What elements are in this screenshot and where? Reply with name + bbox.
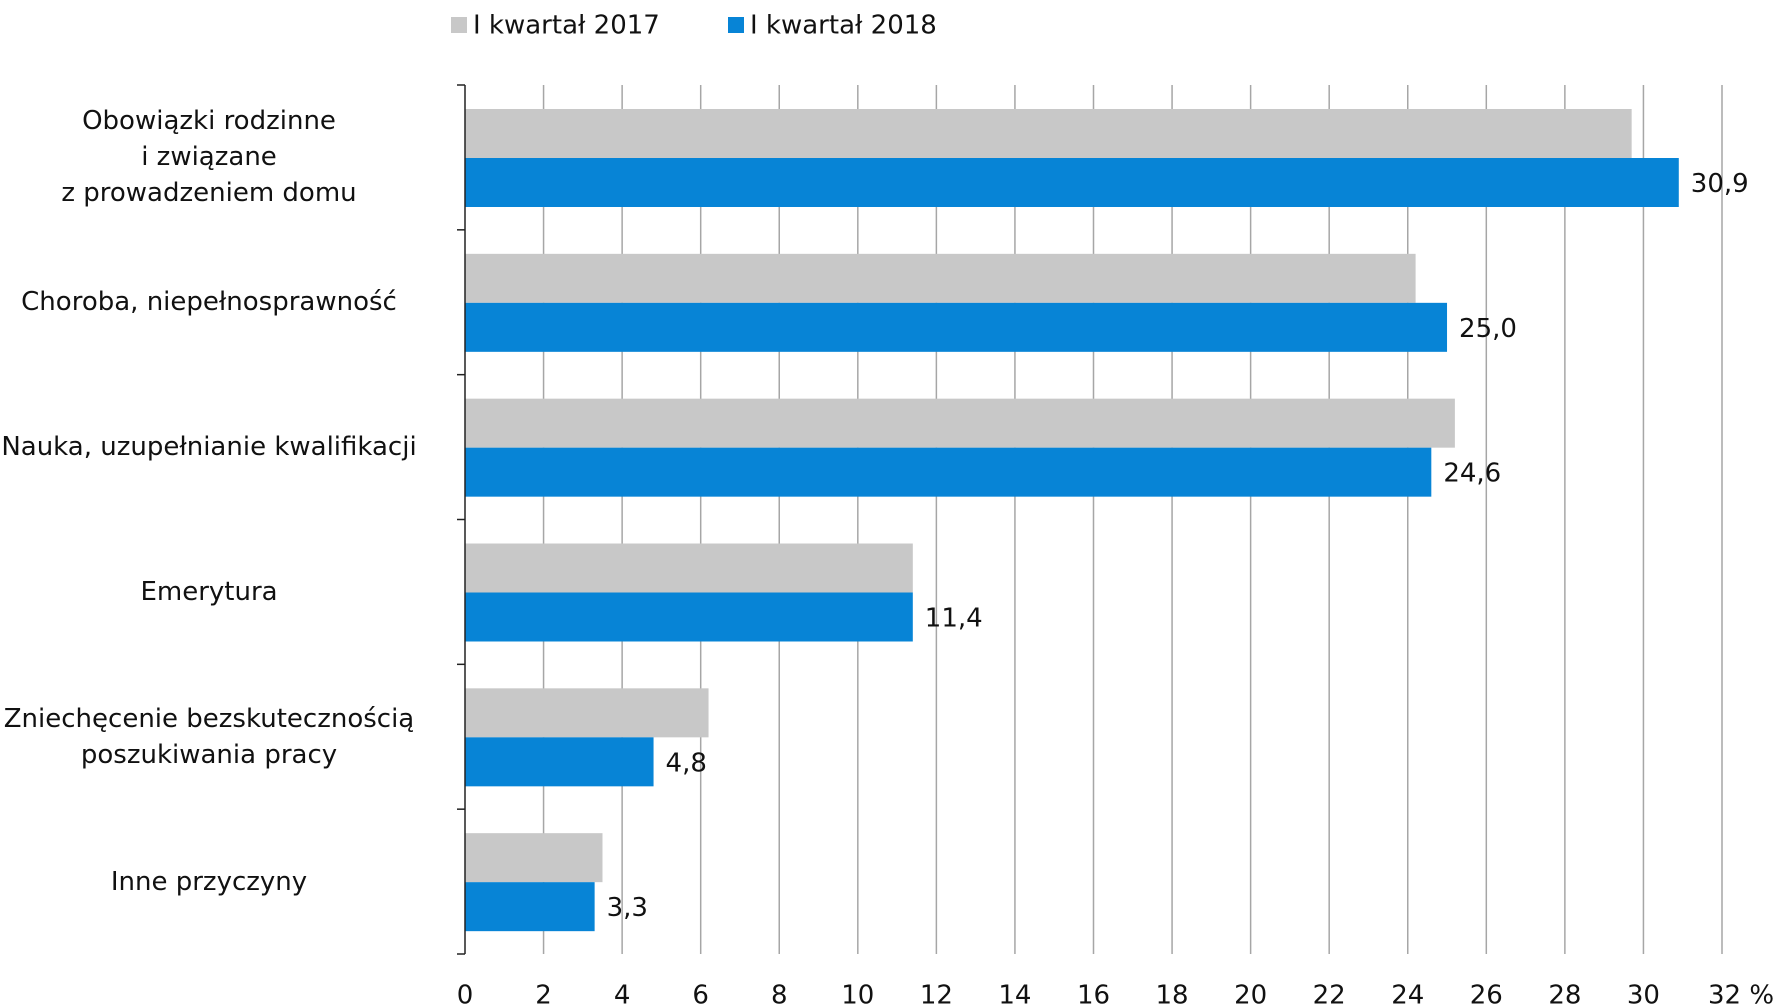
bar (465, 882, 595, 932)
category-label: Choroba, niepełnosprawność (21, 287, 397, 318)
bar (465, 158, 1679, 207)
x-tick-label: 26 (1470, 981, 1503, 1007)
x-tick-label: 24 (1391, 981, 1424, 1007)
x-tick-label: 0 (457, 981, 474, 1007)
value-label: 11,4 (925, 604, 983, 634)
value-label: 4,8 (666, 748, 707, 778)
x-tick-label: 32 % (1708, 981, 1774, 1007)
x-tick-label: 10 (841, 981, 874, 1007)
bar (465, 109, 1632, 158)
x-tick-label: 2 (535, 981, 552, 1007)
category-label: Obowiązki rodzinne i związane z prowadze… (61, 106, 357, 209)
x-tick-label: 20 (1234, 981, 1267, 1007)
bar (465, 253, 1416, 303)
bar (465, 833, 603, 883)
x-tick-label: 22 (1313, 981, 1346, 1007)
value-label: 30,9 (1691, 169, 1749, 199)
bar (465, 398, 1455, 448)
bar (465, 592, 913, 642)
category-label: Nauka, uzupełnianie kwalifikacji (1, 432, 417, 463)
bar (465, 543, 913, 593)
value-label: 25,0 (1459, 314, 1517, 344)
legend-label: I kwartał 2017 (473, 11, 660, 41)
bar (465, 688, 709, 738)
bar (465, 737, 654, 787)
x-tick-label: 16 (1077, 981, 1110, 1007)
value-label: 3,3 (607, 893, 648, 923)
x-tick-label: 6 (692, 981, 709, 1007)
x-tick-label: 8 (771, 981, 788, 1007)
x-tick-label: 30 (1627, 981, 1660, 1007)
legend-swatch (728, 17, 744, 33)
category-label: Emerytura (140, 576, 278, 607)
x-tick-label: 12 (920, 981, 953, 1007)
x-tick-label: 4 (614, 981, 631, 1007)
x-tick-label: 14 (998, 981, 1031, 1007)
legend-label: I kwartał 2018 (750, 11, 937, 41)
x-tick-label: 28 (1548, 981, 1581, 1007)
x-tick-label: 18 (1156, 981, 1189, 1007)
category-label: Zniechęcenie bezskutecznością poszukiwan… (3, 703, 415, 770)
category-label: Inne przyczyny (110, 866, 308, 897)
legend-swatch (451, 17, 467, 33)
value-label: 24,6 (1443, 459, 1501, 489)
bar (465, 447, 1432, 497)
bar (465, 302, 1448, 352)
